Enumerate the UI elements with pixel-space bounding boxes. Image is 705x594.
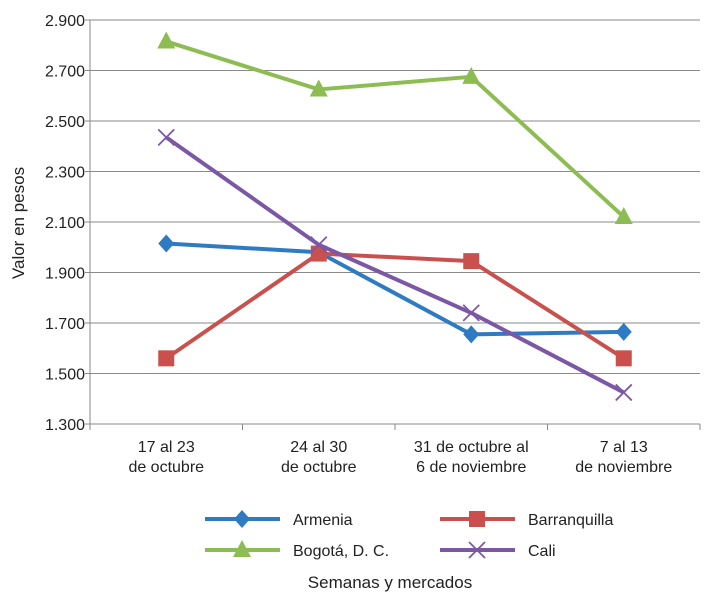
- data-point-x: [468, 541, 486, 559]
- series-x: [157, 128, 633, 402]
- data-point-x: [310, 236, 328, 254]
- data-point-triangle: [157, 31, 176, 49]
- data-point-triangle: [462, 66, 481, 84]
- x-category-labels: 17 al 23 de octubre 24 al 30 de octubre 31 d…: [128, 439, 672, 476]
- y-tick-label: 1.500: [45, 367, 85, 384]
- y-tick-labels: 1.300 1.500 1.700 1.900 2.100 2.300 2.500 2.700…: [45, 13, 85, 434]
- data-point-diamond: [158, 234, 175, 253]
- series-diamond: [158, 234, 632, 344]
- legend: Armenia Barranquilla Bogotá, D. C. Cali: [205, 510, 613, 560]
- legend-label: Barranquilla: [528, 512, 613, 529]
- data-point-square: [158, 350, 175, 367]
- y-tick-label: 1.900: [45, 266, 85, 283]
- legend-label: Cali: [528, 543, 556, 560]
- y-axis-title: Valor en pesos: [9, 167, 28, 279]
- data-point-x: [157, 128, 175, 147]
- data-point-square: [469, 511, 485, 527]
- y-tick-label: 2.500: [45, 114, 85, 131]
- data-point-diamond: [234, 510, 250, 528]
- series-triangle: [157, 31, 633, 224]
- series-line: [165, 251, 625, 361]
- series-square: [158, 245, 632, 367]
- y-tick-label: 2.700: [45, 64, 85, 81]
- series-line: [166, 241, 624, 337]
- data-point-x: [615, 383, 633, 402]
- data-point-diamond: [463, 325, 480, 344]
- data-point-x: [462, 304, 480, 322]
- series-line: [165, 135, 625, 395]
- data-point-diamond: [615, 322, 632, 341]
- data-point-square: [615, 350, 632, 367]
- y-tick-label: 1.300: [45, 417, 85, 434]
- y-tick-label: 1.700: [45, 316, 85, 333]
- x-category-label: 7 al 13 de noviembre: [575, 439, 672, 476]
- legend-item: Armenia: [205, 510, 353, 529]
- legend-item: Bogotá, D. C.: [205, 540, 389, 560]
- x-category-label: 31 de octubre al 6 de noviembre: [414, 439, 529, 476]
- data-point-triangle: [309, 79, 328, 97]
- y-tick-label: 2.100: [45, 215, 85, 232]
- legend-label: Armenia: [293, 512, 353, 529]
- series-line: [165, 39, 626, 219]
- legend-label: Bogotá, D. C.: [293, 543, 389, 560]
- legend-item: Barranquilla: [440, 511, 613, 529]
- data-point-triangle: [614, 206, 633, 224]
- data-point-triangle: [233, 540, 251, 557]
- axes: [85, 19, 701, 430]
- legend-item: Cali: [440, 541, 556, 560]
- y-tick-label: 2.300: [45, 165, 85, 182]
- series: [157, 31, 633, 402]
- x-category-label: 17 al 23 de octubre: [128, 439, 204, 476]
- grid: [90, 19, 700, 425]
- y-tick-label: 2.900: [45, 13, 85, 30]
- x-category-label: 24 al 30 de octubre: [281, 439, 357, 476]
- x-axis-title: Semanas y mercados: [308, 573, 472, 592]
- data-point-square: [463, 253, 480, 270]
